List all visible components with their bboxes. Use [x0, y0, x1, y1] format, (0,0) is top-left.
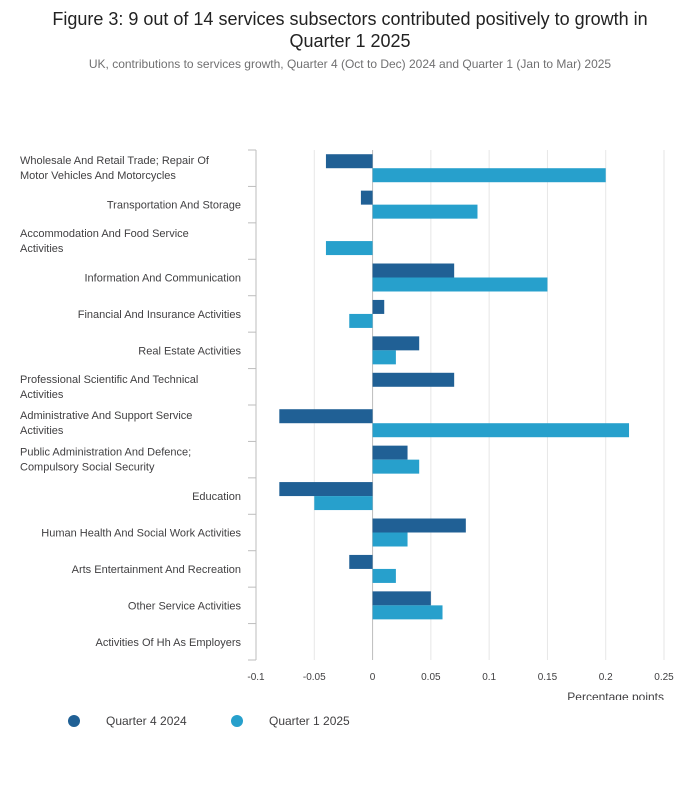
bar-quarter-1-2025[interactable] [372, 459, 420, 474]
bar-quarter-4-2024[interactable] [372, 263, 455, 278]
category-label: Compulsory Social Security [20, 462, 155, 474]
x-tick-label: 0.2 [599, 672, 613, 683]
bar-quarter-4-2024[interactable] [360, 190, 373, 205]
bar-quarter-4-2024[interactable] [372, 445, 408, 460]
category-label: Human Health And Social Work Activities [41, 528, 241, 540]
category-label: Activities [20, 389, 64, 401]
category-label: Financial And Insurance Activities [78, 309, 242, 321]
x-tick-label: 0.25 [654, 672, 674, 683]
category-label: Real Estate Activities [138, 345, 241, 357]
chart-title-line-2: Quarter 1 2025 [289, 31, 411, 51]
bar-quarter-1-2025[interactable] [372, 605, 443, 620]
bar-quarter-4-2024[interactable] [325, 154, 373, 169]
category-label: Information And Communication [84, 273, 241, 285]
category-label: Arts Entertainment And Recreation [72, 564, 241, 576]
legend-item-quarter-4-2024[interactable]: Quarter 4 2024 [68, 714, 187, 728]
x-tick-label: 0 [370, 672, 376, 683]
bar-chart: Wholesale And Retail Trade; Repair Of Mot… [20, 149, 674, 700]
x-tick-label: 0.1 [482, 672, 496, 683]
category-label: Professional Scientific And Technical [20, 374, 198, 386]
legend: Quarter 4 2024 Quarter 1 2025 [0, 714, 700, 738]
x-tick-label: -0.05 [303, 672, 326, 683]
chart-title: Figure 3: 9 out of 14 services subsector… [0, 8, 700, 52]
bar-quarter-1-2025[interactable] [325, 241, 373, 256]
category-label: Activities [20, 425, 64, 437]
category-label: Other Service Activities [128, 600, 242, 612]
bar-quarter-1-2025[interactable] [372, 277, 548, 292]
chart-subtitle: UK, contributions to services growth, Qu… [88, 57, 612, 71]
category-labels: Wholesale And Retail Trade; Repair Of Mot… [20, 155, 242, 649]
bar-quarter-1-2025[interactable] [372, 532, 408, 547]
category-label: Motor Vehicles And Motorcycles [20, 170, 176, 182]
bar-quarter-4-2024[interactable] [372, 591, 431, 606]
bar-quarter-4-2024[interactable] [372, 336, 420, 351]
bars [279, 154, 630, 620]
x-axis-ticks: -0.1 -0.05 0 0.05 0.1 0.15 0.2 0.25 [247, 672, 674, 683]
category-label: Administrative And Support Service [20, 410, 192, 422]
bar-quarter-1-2025[interactable] [372, 350, 396, 365]
category-label: Education [192, 491, 241, 503]
chart-title-line-1: Figure 3: 9 out of 14 services subsector… [52, 9, 648, 29]
bar-quarter-4-2024[interactable] [349, 554, 373, 569]
bar-quarter-1-2025[interactable] [372, 204, 478, 219]
category-label: Accommodation And Food Service [20, 228, 189, 240]
bar-quarter-1-2025[interactable] [349, 313, 373, 328]
bar-quarter-4-2024[interactable] [372, 372, 455, 387]
x-tick-label: -0.1 [247, 672, 265, 683]
bar-quarter-1-2025[interactable] [372, 568, 396, 583]
bar-quarter-1-2025[interactable] [314, 496, 373, 511]
y-axis [248, 149, 257, 661]
bar-quarter-4-2024[interactable] [372, 518, 466, 533]
bar-quarter-4-2024[interactable] [279, 482, 373, 497]
bar-quarter-1-2025[interactable] [372, 423, 630, 438]
x-axis-title: Percentage points [567, 690, 664, 700]
x-tick-label: 0.05 [421, 672, 441, 683]
category-label: Wholesale And Retail Trade; Repair Of [20, 155, 210, 167]
legend-dot-icon [68, 715, 80, 727]
bar-quarter-4-2024[interactable] [372, 299, 385, 314]
bar-quarter-1-2025[interactable] [372, 168, 606, 183]
category-label: Transportation And Storage [107, 200, 241, 212]
x-tick-label: 0.15 [538, 672, 558, 683]
legend-dot-icon [231, 715, 243, 727]
bar-quarter-4-2024[interactable] [279, 409, 373, 424]
category-label: Public Administration And Defence; [20, 447, 191, 459]
legend-label: Quarter 1 2025 [269, 714, 350, 728]
gridlines [255, 150, 665, 660]
category-label: Activities Of Hh As Employers [96, 637, 242, 649]
legend-item-quarter-1-2025[interactable]: Quarter 1 2025 [231, 714, 350, 728]
legend-label: Quarter 4 2024 [106, 714, 187, 728]
category-label: Activities [20, 243, 64, 255]
